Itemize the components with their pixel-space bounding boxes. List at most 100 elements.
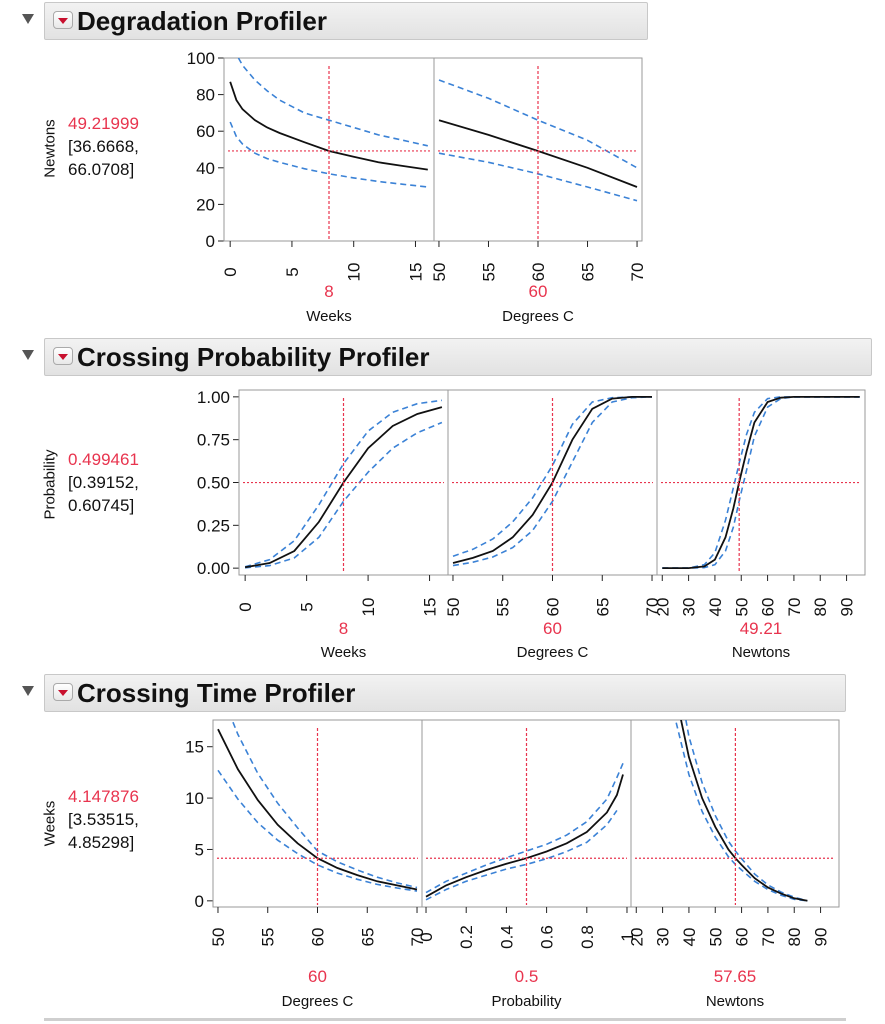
- x-tick-label: 60: [529, 263, 548, 282]
- section-title: Crossing Time Profiler: [77, 678, 356, 708]
- x-tick-label: 1: [618, 932, 637, 941]
- y-tick-label: 0.75: [197, 431, 230, 450]
- x-tick-label: 60: [759, 598, 778, 617]
- response-ci-lower: [0.39152,: [68, 473, 139, 492]
- red-triangle-menu-button[interactable]: [53, 11, 73, 29]
- response-current-value: 49.21999: [68, 114, 139, 133]
- y-tick-label: 0.25: [197, 516, 230, 535]
- panel-curves: [661, 396, 861, 573]
- confidence-lower-curve: [217, 769, 418, 892]
- response-ci-upper: 0.60745]: [68, 496, 135, 515]
- factor-current-value: 60: [543, 619, 562, 638]
- x-tick-label: 70: [628, 263, 647, 282]
- panel-curves: [425, 728, 627, 905]
- section-title: Crossing Probability Profiler: [77, 342, 430, 372]
- footer-divider: [44, 1018, 846, 1021]
- x-tick-label: 70: [408, 928, 427, 947]
- factor-axis-label: Weeks: [306, 308, 352, 325]
- factor-axis-label: Degrees C: [282, 993, 354, 1010]
- x-tick-label: 5: [283, 267, 302, 276]
- y-tick-label: 10: [185, 789, 204, 808]
- prediction-curve: [229, 81, 428, 171]
- response-ci-upper: 66.0708]: [68, 160, 135, 179]
- x-tick-label: 0.2: [457, 925, 476, 949]
- factor-current-value: 8: [324, 282, 333, 301]
- panel-curves: [228, 58, 430, 239]
- crossing-probability-profiler-plot: 0.00 0.25 0.50 0.75 1.00 0 5 10 15 8 Weeks 50 55 60 65…: [197, 388, 866, 661]
- factor-axis-label: Weeks: [321, 644, 367, 661]
- factor-current-value: 8: [339, 619, 348, 638]
- x-tick-label: 0: [417, 932, 436, 941]
- confidence-lower-curve: [229, 121, 428, 188]
- response-ci-lower: [3.53515,: [68, 810, 139, 829]
- x-tick-label: 40: [680, 928, 699, 947]
- section-collapse-toggle[interactable]: [22, 686, 34, 696]
- x-tick-label: 50: [706, 928, 725, 947]
- y-tick-label: 20: [196, 195, 215, 214]
- y-tick-label: 0: [195, 892, 204, 911]
- x-tick-label: 5: [298, 602, 317, 611]
- prediction-curve: [662, 396, 860, 570]
- factor-current-value: 57.65: [714, 967, 757, 986]
- x-tick-label: 20: [627, 928, 646, 947]
- confidence-lower-curve: [245, 421, 443, 569]
- factor-current-value: 60: [308, 967, 327, 986]
- x-tick-label: 70: [643, 598, 662, 617]
- confidence-lower-curve: [452, 396, 653, 567]
- x-tick-label: 70: [785, 598, 804, 617]
- x-tick-label: 50: [444, 598, 463, 617]
- x-tick-label: 15: [406, 263, 425, 282]
- factor-axis-label: Degrees C: [502, 308, 574, 325]
- section-title: Degradation Profiler: [77, 6, 327, 36]
- section-header-crossing-probability: Crossing Probability Profiler: [44, 338, 872, 376]
- x-tick-label: 70: [759, 928, 778, 947]
- factor-current-value: 49.21: [740, 619, 783, 638]
- x-tick-label: 90: [812, 928, 831, 947]
- section-collapse-toggle[interactable]: [22, 14, 34, 24]
- x-tick-label: 0.4: [497, 925, 516, 949]
- confidence-upper-curve: [237, 58, 428, 147]
- y-tick-label: 15: [185, 738, 204, 757]
- crossing-time-profiler-plot: 0 5 10 15 50 55 60 65 70 60 Degrees C 0 0.2 0.4 0.6 0.8…: [185, 719, 840, 1010]
- response-ci-upper: 4.85298]: [68, 833, 135, 852]
- panel-curves: [438, 66, 638, 239]
- confidence-upper-curve: [438, 79, 638, 169]
- x-tick-label: 80: [811, 598, 830, 617]
- section-header-crossing-time: Crossing Time Profiler: [44, 674, 846, 712]
- x-tick-label: 90: [838, 598, 857, 617]
- x-tick-label: 30: [654, 928, 673, 947]
- factor-axis-label: Probability: [491, 993, 562, 1010]
- factor-current-value: 0.5: [515, 967, 539, 986]
- x-tick-label: 0: [221, 267, 240, 276]
- x-tick-label: 60: [309, 928, 328, 947]
- x-tick-label: 60: [733, 928, 752, 947]
- y-tick-label: 60: [196, 122, 215, 141]
- x-tick-label: 0.6: [538, 925, 557, 949]
- x-tick-label: 50: [732, 598, 751, 617]
- y-tick-label: 80: [196, 86, 215, 105]
- x-tick-label: 0: [236, 602, 255, 611]
- y-tick-label: 0.50: [197, 474, 230, 493]
- confidence-upper-curve: [425, 762, 624, 894]
- degradation-profiler-plot: 0 20 40 60 80 100 0 5 10 15 8 Weeks 50 55 60 65 70 60 Degr…: [187, 49, 647, 325]
- confidence-lower-curve: [662, 396, 860, 569]
- y-tick-label: 1.00: [197, 388, 230, 407]
- response-current-value: 4.147876: [68, 787, 139, 806]
- red-triangle-menu-button[interactable]: [53, 347, 73, 365]
- factor-axis-label: Newtons: [706, 993, 764, 1010]
- x-tick-label: 10: [359, 598, 378, 617]
- x-tick-label: 65: [579, 263, 598, 282]
- confidence-upper-curve: [662, 396, 860, 569]
- red-triangle-menu-button[interactable]: [53, 683, 73, 701]
- factor-axis-label: Newtons: [732, 644, 790, 661]
- x-tick-label: 40: [706, 598, 725, 617]
- y-tick-label: 40: [196, 159, 215, 178]
- prediction-curve: [425, 774, 624, 898]
- factor-axis-label: Degrees C: [517, 644, 589, 661]
- panel-curves: [452, 396, 653, 573]
- response-readout: 4.147876 [3.53515, 4.85298]: [68, 785, 139, 854]
- section-collapse-toggle[interactable]: [22, 350, 34, 360]
- x-tick-label: 80: [785, 928, 804, 947]
- response-readout: 0.499461 [0.39152, 0.60745]: [68, 448, 139, 517]
- y-tick-label: 0.00: [197, 559, 230, 578]
